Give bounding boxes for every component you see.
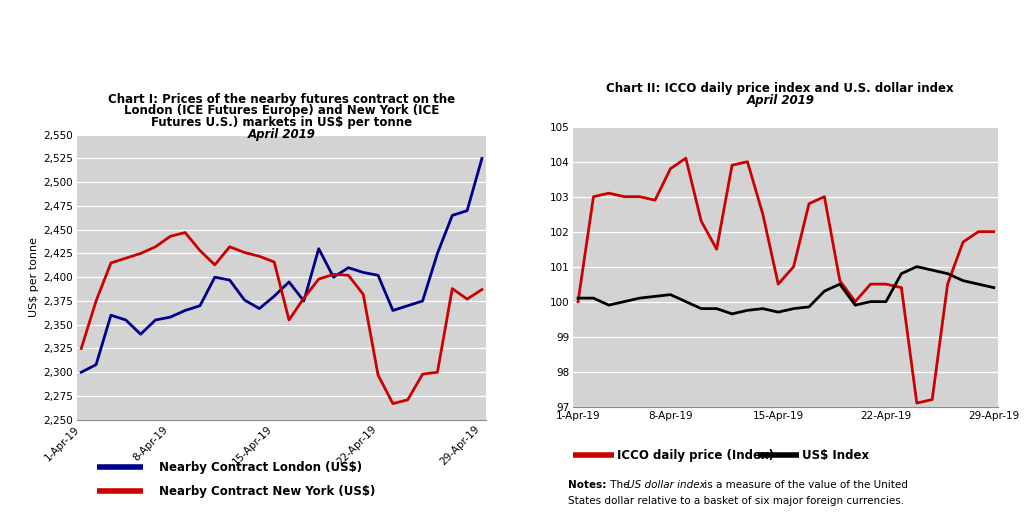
Y-axis label: US$ per tonne: US$ per tonne bbox=[29, 237, 39, 317]
Text: The: The bbox=[607, 480, 633, 491]
Text: is a measure of the value of the United: is a measure of the value of the United bbox=[701, 480, 908, 491]
Text: US$ Index: US$ Index bbox=[802, 449, 869, 461]
Text: Futures U.S.) markets in US$ per tonne: Futures U.S.) markets in US$ per tonne bbox=[151, 116, 413, 129]
Text: London (ICE Futures Europe) and New York (ICE: London (ICE Futures Europe) and New York… bbox=[124, 104, 439, 117]
Text: Chart I: Prices of the nearby futures contract on the: Chart I: Prices of the nearby futures co… bbox=[109, 92, 455, 106]
Text: April 2019: April 2019 bbox=[746, 93, 814, 107]
Text: ICCO daily price (Index): ICCO daily price (Index) bbox=[617, 449, 774, 461]
Text: States dollar relative to a basket of six major foreign currencies.: States dollar relative to a basket of si… bbox=[568, 496, 904, 506]
Text: Nearby Contract New York (US$): Nearby Contract New York (US$) bbox=[159, 485, 375, 497]
Text: April 2019: April 2019 bbox=[248, 128, 315, 141]
Text: Notes:: Notes: bbox=[568, 480, 606, 491]
Text: Nearby Contract London (US$): Nearby Contract London (US$) bbox=[159, 461, 361, 474]
Text: Chart II: ICCO daily price index and U.S. dollar index: Chart II: ICCO daily price index and U.S… bbox=[606, 82, 954, 95]
Text: US dollar index: US dollar index bbox=[627, 480, 706, 491]
